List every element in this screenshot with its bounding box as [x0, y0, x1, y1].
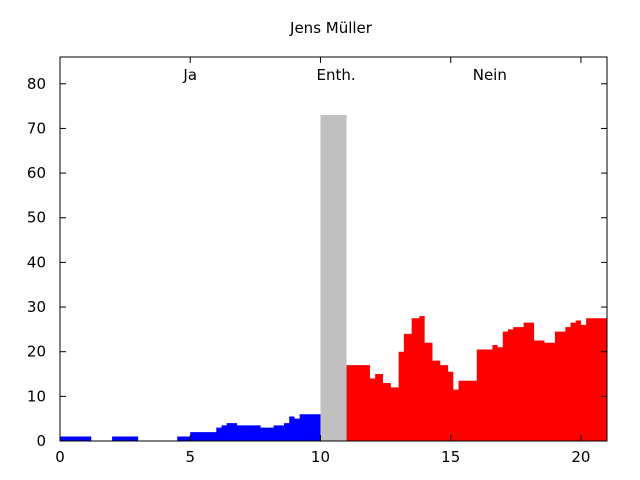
series-area-2 [346, 315, 607, 441]
y-tick-label: 50 [27, 209, 46, 227]
chart-title: Jens Müller [289, 19, 373, 37]
region-label-layer: Ja Enth. Nein [182, 66, 506, 84]
y-tick-label: 70 [27, 119, 46, 137]
x-tick-label: 5 [185, 448, 195, 466]
y-tick-label: 0 [36, 432, 46, 450]
y-tick-label: 10 [27, 387, 46, 405]
series-layer [60, 115, 607, 441]
plot-frame [59, 56, 608, 442]
x-tick-label: 0 [55, 448, 65, 466]
x-tick-label: 15 [441, 448, 460, 466]
y-tick-label: 60 [27, 164, 46, 182]
y-tick-label: 20 [27, 343, 46, 361]
y-tick-label: 30 [27, 298, 46, 316]
axis-layer: 0 5 10 15 20 0 10 20 30 40 50 60 70 80 [27, 57, 607, 466]
region-label-2: Nein [473, 66, 507, 84]
region-label-0: Ja [182, 66, 197, 84]
x-tick-label: 20 [571, 448, 590, 466]
region-label-1: Enth. [317, 66, 356, 84]
y-tick-label: 80 [27, 75, 46, 93]
series-area-0 [60, 414, 321, 441]
x-tick-label: 10 [311, 448, 330, 466]
series-area-1 [320, 115, 347, 441]
y-tick-label: 40 [27, 253, 46, 271]
